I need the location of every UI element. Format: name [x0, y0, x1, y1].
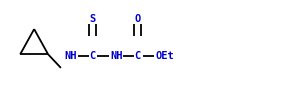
Text: C: C	[134, 51, 140, 61]
Text: OEt: OEt	[155, 51, 174, 61]
Text: O: O	[134, 14, 140, 24]
Text: C: C	[89, 51, 95, 61]
Text: NH: NH	[110, 51, 122, 61]
Text: S: S	[89, 14, 95, 24]
Text: NH: NH	[65, 51, 77, 61]
